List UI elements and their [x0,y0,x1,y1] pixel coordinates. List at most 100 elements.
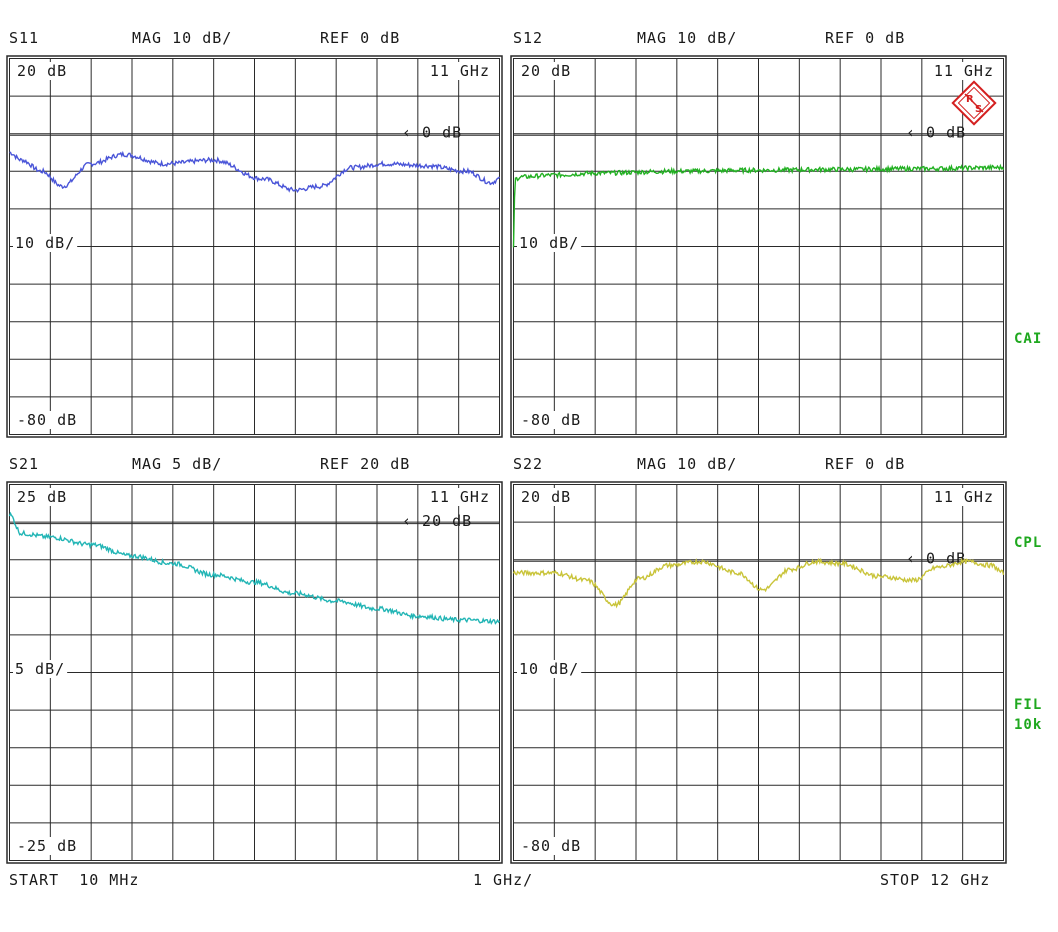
panel-s21-param: S21 [9,455,40,473]
label-background [519,488,574,506]
data-point [172,563,174,565]
scale-bottom-label: -80 dB [521,837,581,855]
data-point [553,572,555,574]
data-point [1003,167,1005,169]
scale-top-label: 20 dB [521,62,571,80]
trace-s11 [9,150,501,193]
trace-s12 [512,163,1005,248]
scale-per-division-label: 5 dB/ [15,660,65,678]
side-label-cal: CAI [1014,331,1043,347]
side-label-cpl: CPL [1014,535,1043,551]
label-background [931,62,996,80]
data-point [913,580,915,582]
data-point [499,621,501,623]
data-point [384,163,386,165]
data-point [123,154,125,156]
data-point [513,246,515,248]
panel-s11-mag: MAG 10 dB/ [132,29,233,47]
data-point [376,608,378,610]
data-point [921,168,923,170]
panel-s22: 20 dB 11 GHz 10 dB/ -80 dB ‹ 0 dB [510,481,1007,864]
data-point [966,561,968,563]
svg-text:R: R [966,94,974,105]
label-background [519,411,584,429]
data-point [990,565,992,567]
data-point [49,536,51,538]
data-point [614,604,616,606]
data-point [790,568,792,570]
data-point [700,561,702,563]
plot-frame [510,481,1007,864]
panel-s21-ref: REF 20 dB [320,455,411,473]
data-point [594,172,596,174]
panel-s21: 25 dB 11 GHz 5 dB/ -25 dB ‹ 20 dB [6,481,503,864]
panel-s12: 20 dB 11 GHz 10 dB/ -80 dB ‹ 0 dB [510,55,1007,438]
data-point [1003,572,1005,574]
panel-s11: 20 dB 11 GHz 10 dB/ -80 dB ‹ 0 dB [6,55,503,438]
scale-per-division-label: 10 dB/ [519,660,579,678]
label-background [13,234,78,252]
data-point [586,580,588,582]
label-background [15,837,80,855]
marker-frequency-label: 11 GHz [430,62,490,80]
scale-bottom-label: -80 dB [521,411,581,429]
label-background [13,660,68,678]
data-point [458,619,460,621]
reference-marker: ‹ 20 dB [402,512,472,530]
label-background [517,234,582,252]
label-background [517,660,582,678]
data-point [937,566,939,568]
marker-frequency-label: 11 GHz [934,62,994,80]
scale-top-label: 20 dB [17,62,67,80]
label-background [519,837,584,855]
trace-s21 [8,511,501,626]
label-background [427,62,492,80]
footer-div: 1 GHz/ [473,871,534,889]
data-point [319,186,321,188]
panel-s11-ref: REF 0 dB [320,29,401,47]
marker-frequency-label: 11 GHz [430,488,490,506]
data-point [41,171,43,173]
data-point [90,544,92,546]
data-point [253,581,255,583]
panel-s12-param: S12 [513,29,544,47]
rohde-schwarz-logo: RS [951,80,997,126]
plot-frame [6,55,503,438]
panel-s21-mag: MAG 5 dB/ [132,455,223,473]
data-point [668,565,670,567]
data-point [61,186,63,188]
reference-marker: ‹ 0 dB [906,550,966,568]
data-point [491,182,493,184]
side-label-fil-value: 10k [1014,717,1043,733]
data-point [815,561,817,563]
data-point [262,178,264,180]
data-point [294,593,296,595]
reference-marker: ‹ 0 dB [906,124,966,142]
scale-bottom-label: -25 dB [17,837,77,855]
data-point [880,576,882,578]
footer-stop: STOP 12 GHz [880,871,991,889]
scale-top-label: 20 dB [521,488,571,506]
data-point [417,615,419,617]
label-background [15,411,80,429]
side-label-fil: FIL [1014,697,1043,713]
data-point [676,171,678,173]
label-background [15,62,70,80]
footer-start: START 10 MHz [9,871,140,889]
data-point [9,514,11,516]
data-point [21,159,23,161]
plot-frame [510,55,1007,438]
panel-s12-mag: MAG 10 dB/ [637,29,738,47]
data-point [514,178,516,180]
panel-s22-ref: REF 0 dB [825,455,906,473]
panel-s11-param: S11 [9,29,40,47]
data-point [757,169,759,171]
data-point [737,572,739,574]
data-point [499,178,501,180]
reference-marker: ‹ 0 dB [402,124,462,142]
data-point [513,572,515,574]
data-point [294,189,296,191]
marker-frequency-label: 11 GHz [934,488,994,506]
data-point [90,163,92,165]
